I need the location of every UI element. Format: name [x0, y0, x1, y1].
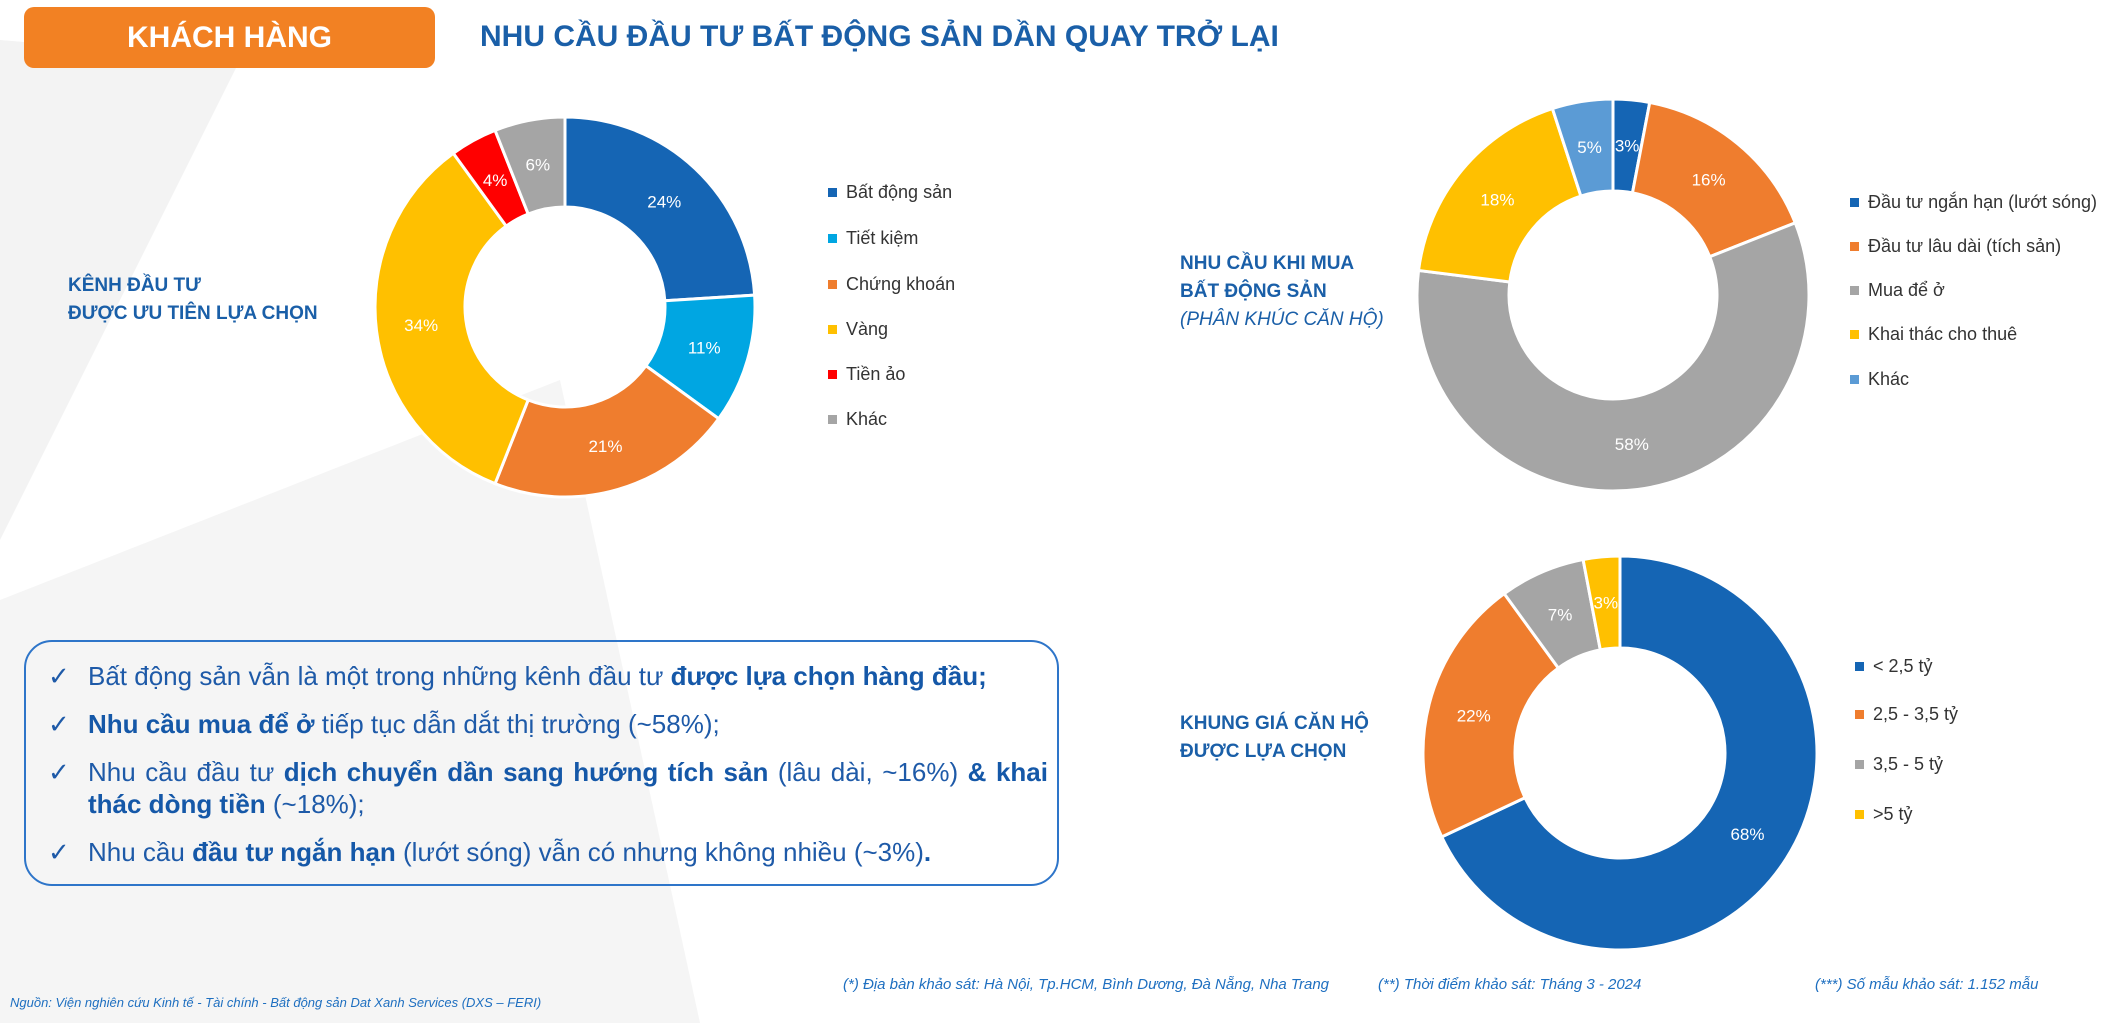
- footnote-time: (**) Thời điểm khảo sát: Tháng 3 - 2024: [1378, 976, 1642, 993]
- legend-swatch: [1850, 330, 1859, 339]
- chart2-title-line2: BẤT ĐỘNG SẢN: [1180, 281, 1327, 302]
- legend-swatch: [828, 188, 837, 197]
- legend-item: Chứng khoán: [828, 274, 955, 295]
- legend-label: Vàng: [846, 319, 889, 339]
- chart1-slice-2: [493, 363, 721, 499]
- chart2-title-line1: NHU CẦU KHI MUA: [1180, 253, 1355, 274]
- bullet-text: Bất động sản vẫn là một trong những kênh…: [88, 661, 987, 691]
- chart2-slice-2: [1415, 220, 1811, 493]
- legend-item: 2,5 - 3,5 tỷ: [1855, 704, 1958, 725]
- legend-label: >5 tỷ: [1873, 804, 1913, 824]
- chart2-data-label-4: 5%: [1577, 138, 1602, 157]
- chart3-title-line1: KHUNG GIÁ CĂN HỘ: [1180, 713, 1369, 734]
- legend-swatch: [1855, 760, 1864, 769]
- chart2-slice-3: [1416, 106, 1583, 284]
- legend-item: >5 tỷ: [1855, 804, 1913, 825]
- legend-label: Đầu tư ngắn hạn (lướt sóng): [1868, 192, 2098, 212]
- chart2-data-label-0: 3%: [1615, 137, 1640, 156]
- legend-label: Bất động sản: [846, 182, 953, 202]
- legend-swatch: [1855, 710, 1864, 719]
- bullet-text: Nhu cầu mua để ở tiếp tục dẫn dắt thị tr…: [88, 709, 720, 739]
- chart1-data-label-2: 21%: [588, 437, 622, 456]
- footnote-location: (*) Địa bàn khảo sát: Hà Nội, Tp.HCM, Bì…: [843, 976, 1329, 993]
- legend-item: Đầu tư lâu dài (tích sản): [1850, 236, 2061, 257]
- legend-item: Khác: [828, 409, 887, 430]
- page-title: NHU CẦU ĐẦU TƯ BẤT ĐỘNG SẢN DẦN QUAY TRỞ…: [480, 20, 1279, 53]
- legend-item: Vàng: [828, 319, 888, 340]
- chart2-data-label-2: 58%: [1615, 435, 1649, 454]
- chart2-data-label-1: 16%: [1692, 170, 1726, 189]
- legend-item: Khai thác cho thuê: [1850, 324, 2017, 345]
- legend-label: Đầu tư lâu dài (tích sản): [1868, 236, 2062, 256]
- legend-swatch: [1850, 242, 1859, 251]
- chart2-title: NHU CẦU KHI MUA BẤT ĐỘNG SẢN (PHÂN KHÚC …: [1180, 250, 1384, 334]
- legend-item: Tiết kiệm: [828, 228, 918, 249]
- legend-label: Khác: [1868, 369, 1910, 389]
- legend-label: Tiết kiệm: [846, 228, 919, 248]
- legend-label: Khác: [846, 409, 888, 429]
- legend-item: Bất động sản: [828, 182, 952, 203]
- chart1-data-label-5: 6%: [526, 156, 551, 175]
- chart2-slice-4: [1550, 97, 1615, 198]
- legend-item: Tiền ảo: [828, 364, 905, 385]
- legend-label: Chứng khoán: [846, 274, 956, 294]
- legend-item: < 2,5 tỷ: [1855, 656, 1933, 677]
- chart3-title: KHUNG GIÁ CĂN HỘ ĐƯỢC LỰA CHỌN: [1180, 710, 1369, 766]
- chart1-data-label-0: 24%: [647, 192, 681, 211]
- chart3-data-label-0: 68%: [1730, 825, 1764, 844]
- section-label: KHÁCH HÀNG: [24, 7, 435, 68]
- legend-swatch: [828, 325, 837, 334]
- legend-swatch: [828, 234, 837, 243]
- legend-label: Mua để ở: [1868, 280, 1945, 300]
- chart1-slice-3: [373, 151, 531, 486]
- legend-label: Tiền ảo: [846, 364, 906, 384]
- legend-label: 2,5 - 3,5 tỷ: [1873, 704, 1959, 724]
- legend-swatch: [828, 415, 837, 424]
- legend-label: Khai thác cho thuê: [1868, 324, 2018, 344]
- chart3-title-line2: ĐƯỢC LỰA CHỌN: [1180, 741, 1347, 762]
- legend-label: 3,5 - 5 tỷ: [1873, 754, 1944, 774]
- legend-label: < 2,5 tỷ: [1873, 656, 1933, 676]
- chart2-data-label-3: 18%: [1480, 190, 1514, 209]
- check-icon: ✓: [48, 709, 70, 739]
- chart3-data-label-1: 22%: [1457, 706, 1491, 725]
- chart1-title-line1: KÊNH ĐẦU TƯ: [68, 275, 201, 296]
- chart3-data-label-3: 3%: [1594, 594, 1619, 613]
- legend-item: 3,5 - 5 tỷ: [1855, 754, 1943, 775]
- legend-item: Khác: [1850, 369, 1909, 390]
- legend-swatch: [1855, 810, 1864, 819]
- legend-swatch: [1850, 375, 1859, 384]
- legend-item: Đầu tư ngắn hạn (lướt sóng): [1850, 192, 2097, 213]
- chart2-subtitle: (PHÂN KHÚC CĂN HỘ): [1180, 309, 1384, 330]
- chart3-slice-1: [1421, 591, 1561, 839]
- chart1-slice-0: [563, 115, 757, 303]
- legend-swatch: [1850, 198, 1859, 207]
- legend-swatch: [828, 280, 837, 289]
- chart1-data-label-3: 34%: [404, 316, 438, 335]
- chart1-title: KÊNH ĐẦU TƯ ĐƯỢC ƯU TIÊN LỰA CHỌN: [68, 272, 318, 328]
- chart3-data-label-2: 7%: [1548, 605, 1573, 624]
- check-icon: ✓: [48, 757, 70, 787]
- source-note: Nguồn: Viện nghiên cứu Kinh tế - Tài chí…: [10, 995, 542, 1010]
- check-icon: ✓: [48, 661, 70, 691]
- chart3-slice-3: [1581, 554, 1622, 652]
- legend-item: Mua để ở: [1850, 280, 1945, 301]
- chart1-slice-5: [493, 115, 567, 216]
- chart1-data-label-4: 4%: [483, 171, 508, 190]
- bullet-text: Nhu cầu đầu tư dịch chuyển dần sang hướn…: [88, 757, 1048, 819]
- legend-swatch: [1850, 286, 1859, 295]
- check-icon: ✓: [48, 837, 70, 867]
- chart3-slice-0: [1439, 554, 1819, 952]
- footnote-sample: (***) Số mẫu khảo sát: 1.152 mẫu: [1815, 976, 2039, 993]
- chart1-data-label-1: 11%: [688, 338, 721, 357]
- legend-swatch: [1855, 662, 1864, 671]
- chart1-title-line2: ĐƯỢC ƯU TIÊN LỰA CHỌN: [68, 303, 318, 324]
- legend-swatch: [828, 370, 837, 379]
- bullet-text: Nhu cầu đầu tư ngắn hạn (lướt sóng) vẫn …: [88, 837, 932, 867]
- key-findings-box: [24, 640, 1059, 886]
